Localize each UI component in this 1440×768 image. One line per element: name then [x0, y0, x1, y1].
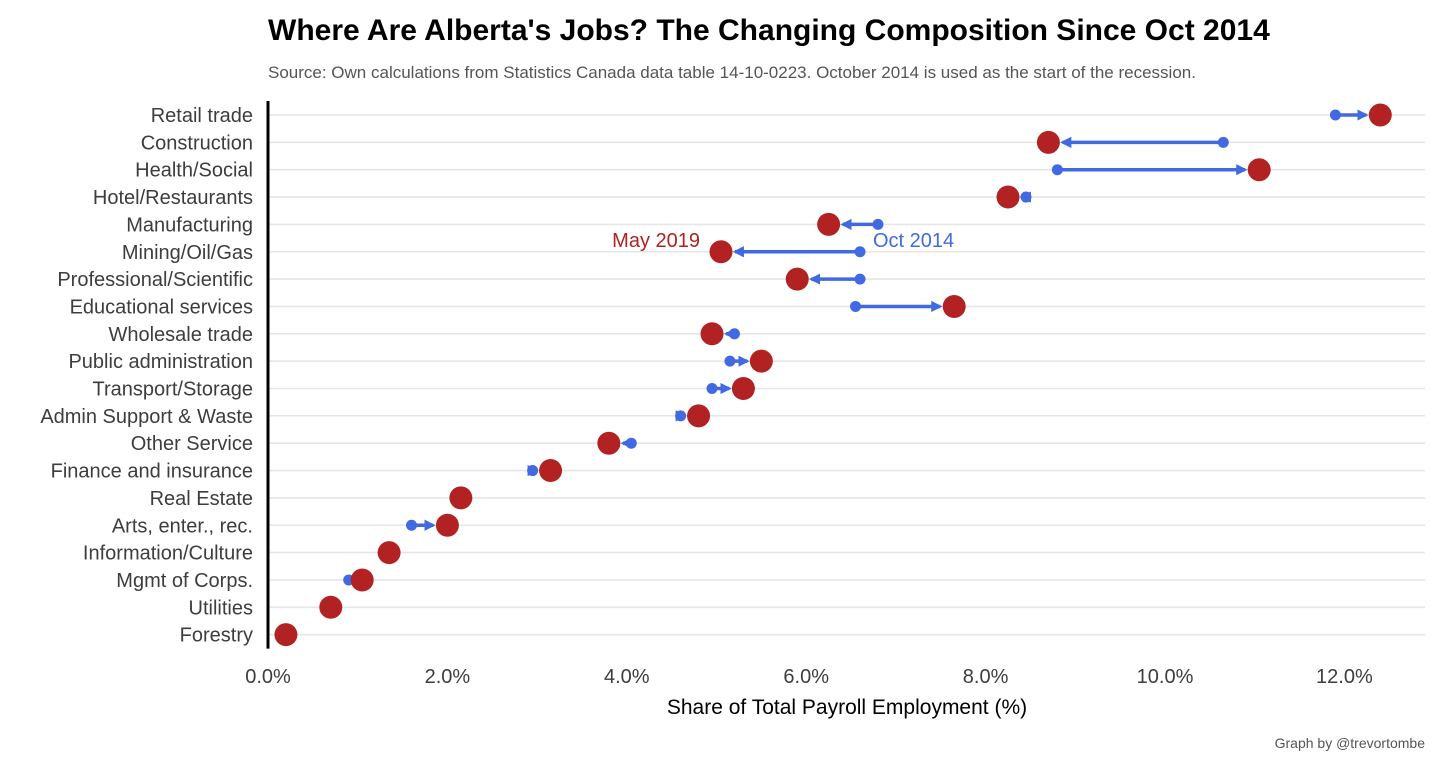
may-2019-point-educational-services: [942, 294, 966, 318]
may-2019-point-health-social: [1247, 158, 1271, 182]
oct-2014-points: [280, 109, 1341, 641]
oct-2014-point-mining-oil-gas: [854, 246, 866, 258]
may-2019-point-mining-oil-gas: [709, 240, 733, 264]
category-label-health-social: Health/Social: [135, 160, 253, 182]
may-2019-point-utilities: [319, 595, 343, 619]
category-label-hotel-restaurants: Hotel/Restaurants: [93, 187, 253, 209]
may-2019-point-information-culture: [377, 541, 401, 565]
oct-2014-point-educational-services: [850, 300, 862, 312]
x-tick-label: 12.0%: [1316, 666, 1373, 688]
may-2019-point-mgmt-of-corps: [350, 568, 374, 592]
oct-2014-point-other-service: [625, 437, 637, 449]
category-label-transport-storage: Transport/Storage: [93, 379, 253, 401]
may-2019-point-retail-trade: [1368, 103, 1392, 127]
category-label-admin-support-waste: Admin Support & Waste: [40, 406, 253, 428]
may-2019-point-arts-enter-rec: [435, 513, 459, 537]
oct-2014-point-transport-storage: [706, 383, 718, 394]
x-tick-label: 0.0%: [245, 666, 291, 688]
may-2019-point-admin-support-waste: [687, 404, 711, 428]
oct-2014-point-professional-scientific: [854, 273, 866, 285]
may-2019-point-real-estate: [449, 486, 473, 510]
oct-2014-point-arts-enter-rec: [406, 519, 418, 531]
oct-2014-point-finance-and-insurance: [527, 465, 539, 477]
category-label-construction: Construction: [141, 132, 253, 154]
may-2019-point-public-administration: [749, 349, 773, 373]
category-label-utilities: Utilities: [189, 597, 253, 619]
may-2019-point-finance-and-insurance: [539, 459, 563, 483]
category-label-manufacturing: Manufacturing: [126, 214, 253, 236]
may-2019-points: [274, 103, 1392, 647]
category-label-other-service: Other Service: [131, 433, 253, 455]
change-arrows: [345, 109, 1369, 586]
category-label-finance-and-insurance: Finance and insurance: [51, 461, 253, 483]
oct-2014-point-wholesale-trade: [728, 328, 740, 340]
category-label-wholesale-trade: Wholesale trade: [108, 324, 253, 346]
x-tick-label: 2.0%: [425, 666, 471, 688]
x-tick-label: 4.0%: [604, 666, 650, 688]
chart-caption: Graph by @trevortombe: [1275, 735, 1426, 751]
may-2019-point-manufacturing: [817, 212, 841, 236]
may-2019-point-wholesale-trade: [700, 322, 724, 346]
category-label-retail-trade: Retail trade: [151, 105, 253, 127]
gridlines: [268, 114, 1425, 636]
category-label-mgmt-of-corps: Mgmt of Corps.: [116, 570, 253, 592]
oct-2014-point-hotel-restaurants: [1020, 191, 1032, 203]
x-tick-label: 6.0%: [783, 666, 829, 688]
oct-2014-point-public-administration: [724, 355, 736, 367]
oct-2014-point-manufacturing: [872, 218, 884, 230]
x-tick-label: 10.0%: [1137, 666, 1194, 688]
oct-2014-point-health-social: [1051, 164, 1063, 176]
category-label-forestry: Forestry: [180, 625, 253, 647]
may-2019-point-professional-scientific: [785, 267, 809, 291]
may-2019-point-transport-storage: [731, 377, 755, 400]
category-labels: Retail trade Construction Health/Social Hot…: [40, 105, 253, 647]
category-label-professional-scientific: Professional/Scientific: [57, 269, 253, 291]
category-label-information-culture: Information/Culture: [83, 543, 253, 565]
may-2019-point-hotel-restaurants: [996, 185, 1020, 209]
may-2019-point-other-service: [597, 431, 621, 455]
may-2019-point-forestry: [274, 623, 298, 647]
category-label-arts-enter-rec: Arts, enter., rec.: [112, 515, 253, 537]
oct-2014-point-retail-trade: [1329, 109, 1341, 121]
category-label-real-estate: Real Estate: [150, 488, 253, 510]
category-label-educational-services: Educational services: [70, 296, 253, 318]
x-tick-label: 8.0%: [963, 666, 1009, 688]
chart-subtitle: Source: Own calculations from Statistics…: [268, 63, 1196, 82]
chart-title: Where Are Alberta's Jobs? The Changing C…: [268, 14, 1270, 47]
x-axis-title: Share of Total Payroll Employment (%): [667, 696, 1027, 719]
oct-2014-point-admin-support-waste: [675, 410, 687, 422]
x-tick-labels: 0.0% 2.0% 4.0% 6.0% 8.0% 10.0% 12.0%: [245, 666, 1373, 688]
oct-2014-point-construction: [1217, 136, 1229, 148]
may-2019-point-construction: [1036, 130, 1060, 154]
annotation-may-2019: May 2019: [612, 230, 700, 252]
category-label-public-administration: Public administration: [68, 351, 253, 373]
annotation-oct-2014: Oct 2014: [873, 230, 954, 252]
category-label-mining-oil-gas: Mining/Oil/Gas: [122, 242, 253, 264]
